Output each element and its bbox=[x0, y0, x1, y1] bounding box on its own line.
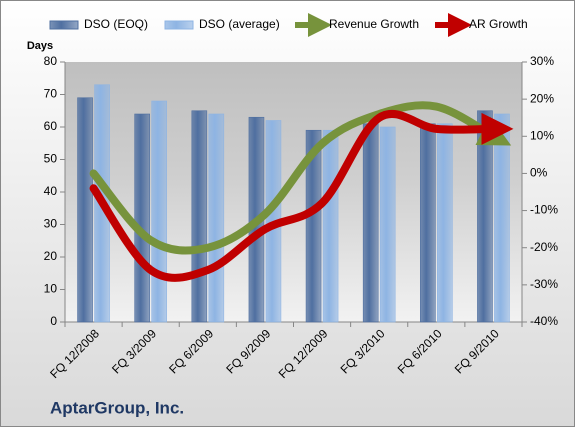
y2-tick-label: 10% bbox=[530, 128, 554, 142]
bar bbox=[208, 113, 225, 323]
bar bbox=[77, 97, 93, 323]
chart-title: AptarGroup, Inc. bbox=[50, 398, 184, 417]
y-tick-label: 0 bbox=[50, 314, 57, 328]
y2-tick-label: -10% bbox=[530, 203, 558, 217]
bar bbox=[420, 123, 436, 323]
y-tick-label: 40 bbox=[44, 184, 58, 198]
plot-area bbox=[65, 62, 522, 322]
bar bbox=[362, 123, 379, 323]
bar bbox=[191, 110, 208, 323]
line bbox=[89, 109, 514, 282]
y-tick-label: 50 bbox=[44, 152, 58, 166]
y-axis-title: Days bbox=[27, 40, 53, 52]
y2-tick-label: 20% bbox=[530, 91, 554, 105]
y2-tick-label: -40% bbox=[530, 314, 558, 328]
y-tick-label: 20 bbox=[44, 249, 58, 263]
bar bbox=[437, 123, 453, 323]
y-tick-label: 80 bbox=[44, 54, 58, 68]
bar bbox=[379, 126, 396, 323]
line bbox=[89, 101, 512, 255]
legend-label: Revenue Growth bbox=[329, 17, 419, 31]
bar bbox=[322, 129, 339, 323]
legend-swatch bbox=[164, 20, 194, 30]
legend-swatch bbox=[49, 20, 79, 30]
y2-tick-label: 30% bbox=[530, 54, 554, 68]
y2-tick-label: -20% bbox=[530, 240, 558, 254]
bar bbox=[134, 113, 150, 323]
bar bbox=[477, 110, 493, 323]
bar bbox=[151, 100, 167, 323]
legend-label: DSO (average) bbox=[199, 17, 280, 31]
y-tick-label: 30 bbox=[44, 217, 58, 231]
bar bbox=[494, 113, 510, 323]
y-tick-label: 70 bbox=[44, 87, 58, 101]
y2-tick-label: 0% bbox=[530, 166, 548, 180]
y2-tick-label: -30% bbox=[530, 277, 558, 291]
legend-label: AR Growth bbox=[469, 17, 528, 31]
y-tick-label: 60 bbox=[44, 119, 58, 133]
bar bbox=[305, 129, 322, 323]
y-tick-label: 10 bbox=[44, 282, 58, 296]
legend-label: DSO (EOQ) bbox=[84, 17, 148, 31]
